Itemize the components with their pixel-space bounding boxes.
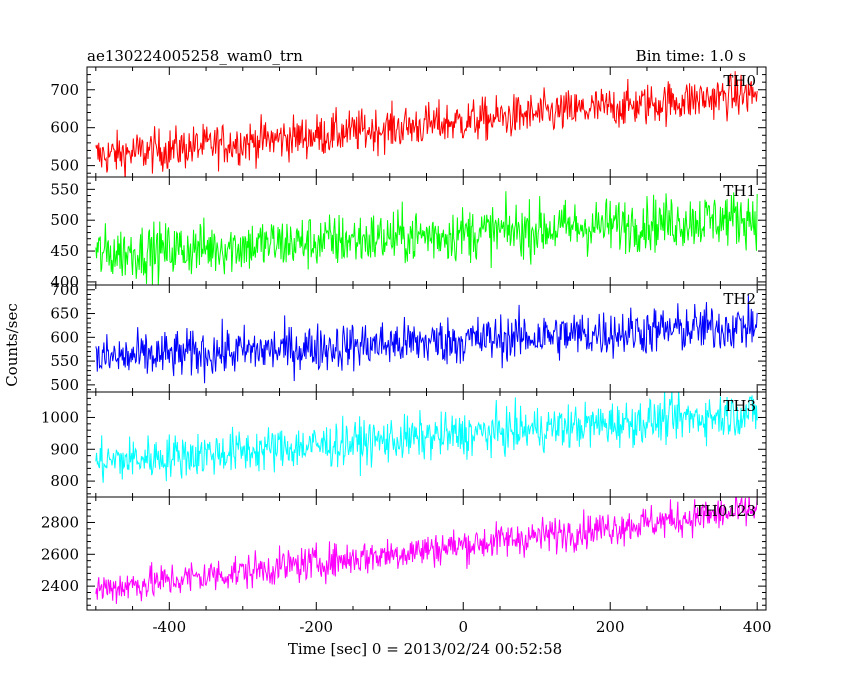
y-tick-label: 1000 <box>41 408 79 426</box>
y-tick-label: 700 <box>50 81 79 99</box>
panel-th3: 800 900 1000 TH3 <box>41 391 767 498</box>
y-tick-label: 2600 <box>41 545 79 563</box>
x-tick-label: -400 <box>152 618 186 636</box>
panel-th1: 400 450 500 550 TH1 <box>50 176 767 291</box>
x-tick-label: 400 <box>743 618 772 636</box>
panel-label: TH2 <box>723 290 756 308</box>
y-tick-label: 450 <box>50 242 79 260</box>
y-tick-label: 2800 <box>41 513 79 531</box>
y-tick-label: 800 <box>50 472 79 490</box>
y-tick-label: 500 <box>50 376 79 394</box>
y-tick-label: 550 <box>50 352 79 370</box>
y-tick-label: 550 <box>50 180 79 198</box>
y-tick-label: 650 <box>50 305 79 323</box>
panel-label: TH1 <box>723 182 756 200</box>
panel-label: TH0123 <box>695 502 756 520</box>
panels: 500 600 700 TH0 400 450 500 550 TH1 500 550 600 650 7… <box>41 66 772 636</box>
panel-th0123: 2400 2600 2800 TH0123 -400 -200 0 200 400 <box>41 496 772 636</box>
y-tick-label: 500 <box>50 211 79 229</box>
y-axis-label: Counts/sec <box>3 303 21 387</box>
panel-label: TH0 <box>723 72 756 90</box>
chart-title: ae130224005258_wam0_trn <box>87 47 303 65</box>
x-tick-label: -200 <box>299 618 333 636</box>
y-tick-label: 500 <box>50 157 79 175</box>
x-tick-label: 200 <box>596 618 625 636</box>
y-tick-label: 900 <box>50 440 79 458</box>
y-tick-label: 600 <box>50 119 79 137</box>
bin-time-label: Bin time: 1.0 s <box>636 47 746 65</box>
series-th1 <box>95 191 758 285</box>
x-tick-label: 0 <box>458 618 468 636</box>
panel-th2: 500 550 600 650 700 TH2 <box>50 281 767 394</box>
x-axis-label: Time [sec] 0 = 2013/02/24 00:52:58 <box>288 640 562 658</box>
panel-th0: 500 600 700 TH0 <box>50 66 767 178</box>
y-tick-label: 700 <box>50 281 79 299</box>
series-th0 <box>95 71 758 177</box>
y-tick-label: 600 <box>50 328 79 346</box>
y-tick-label: 400 <box>50 273 79 291</box>
series-th3 <box>95 392 758 483</box>
series-th2 <box>95 294 758 384</box>
y-tick-label: 2400 <box>41 577 79 595</box>
panel-label: TH3 <box>723 397 756 415</box>
series-th0123 <box>95 497 758 604</box>
